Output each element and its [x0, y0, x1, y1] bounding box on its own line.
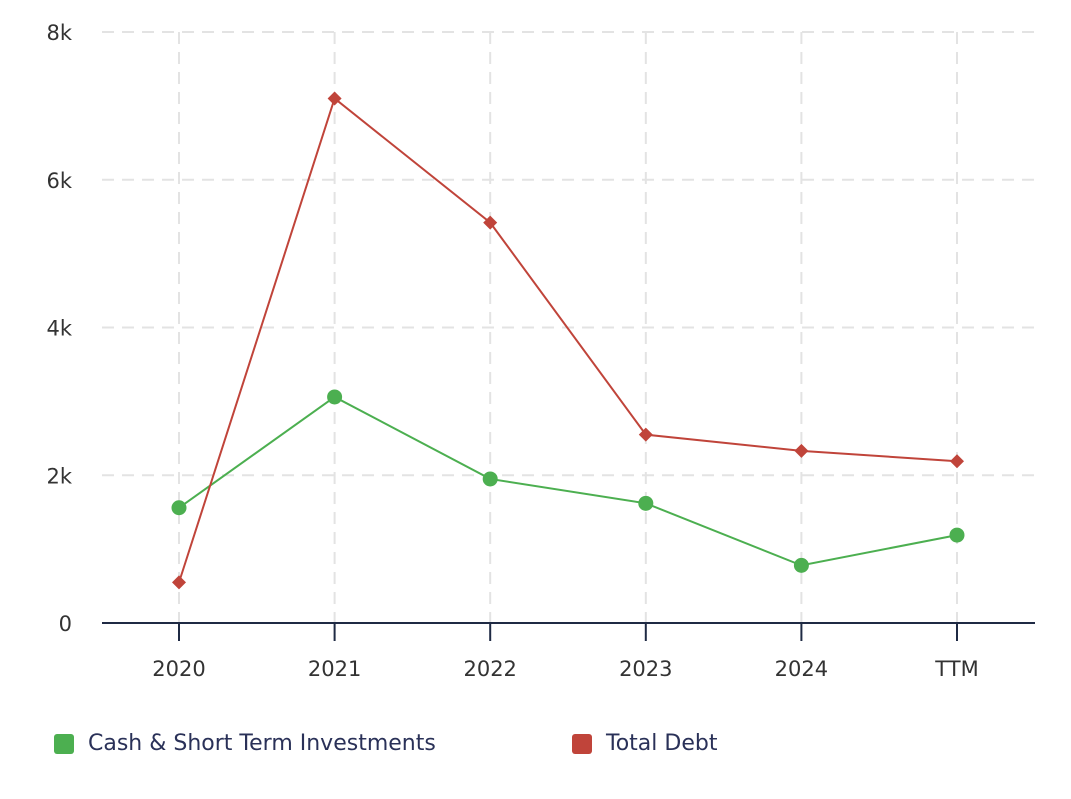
data-point-cash	[949, 527, 965, 543]
series-cash	[171, 389, 965, 573]
legend-item-cash[interactable]: Cash & Short Term Investments	[54, 731, 436, 756]
y-tick-label: 6k	[46, 169, 72, 193]
x-tick-label: TTM	[934, 657, 978, 681]
legend-item-total-debt[interactable]: Total Debt	[572, 731, 717, 756]
data-point-cash	[638, 495, 654, 511]
y-tick-label: 0	[59, 612, 72, 636]
data-point-cash	[171, 500, 187, 516]
x-tick-label: 2021	[308, 657, 361, 681]
data-point-total-debt	[950, 454, 964, 469]
data-point-total-debt	[327, 91, 342, 106]
y-tick-label: 2k	[46, 464, 72, 488]
data-point-total-debt	[638, 427, 653, 442]
legend: Cash & Short Term Investments Total Debt	[0, 731, 1071, 761]
x-axis: 2020 2021 2022 2023 2024 TTM	[102, 622, 1035, 681]
data-point-cash	[793, 557, 809, 573]
series-line-total-debt	[178, 96, 958, 583]
legend-swatch-total-debt	[572, 733, 592, 754]
x-tick-label: 2020	[152, 657, 205, 681]
series-line-cash	[178, 395, 958, 567]
line-chart: 0 2k 4k 6k 8k 2020 2021 2022 2023 2024 TTM	[46, 21, 1035, 681]
y-tick-label: 4k	[46, 317, 72, 341]
x-tick-label: 2023	[619, 657, 672, 681]
series-total-debt	[172, 91, 964, 590]
data-point-cash	[482, 471, 498, 487]
data-point-total-debt	[172, 575, 186, 590]
legend-swatch-cash	[54, 733, 74, 754]
data-point-total-debt	[794, 443, 809, 458]
x-tick-label: 2022	[463, 657, 516, 681]
data-point-cash	[327, 389, 343, 405]
y-tick-label: 8k	[46, 21, 72, 45]
grid	[102, 31, 1035, 623]
legend-label-total-debt: Total Debt	[606, 731, 718, 756]
x-tick-label: 2024	[775, 657, 828, 681]
legend-label-cash: Cash & Short Term Investments	[88, 731, 436, 756]
data-point-total-debt	[483, 215, 498, 230]
series-group	[171, 91, 965, 590]
y-axis: 0 2k 4k 6k 8k	[46, 21, 72, 636]
